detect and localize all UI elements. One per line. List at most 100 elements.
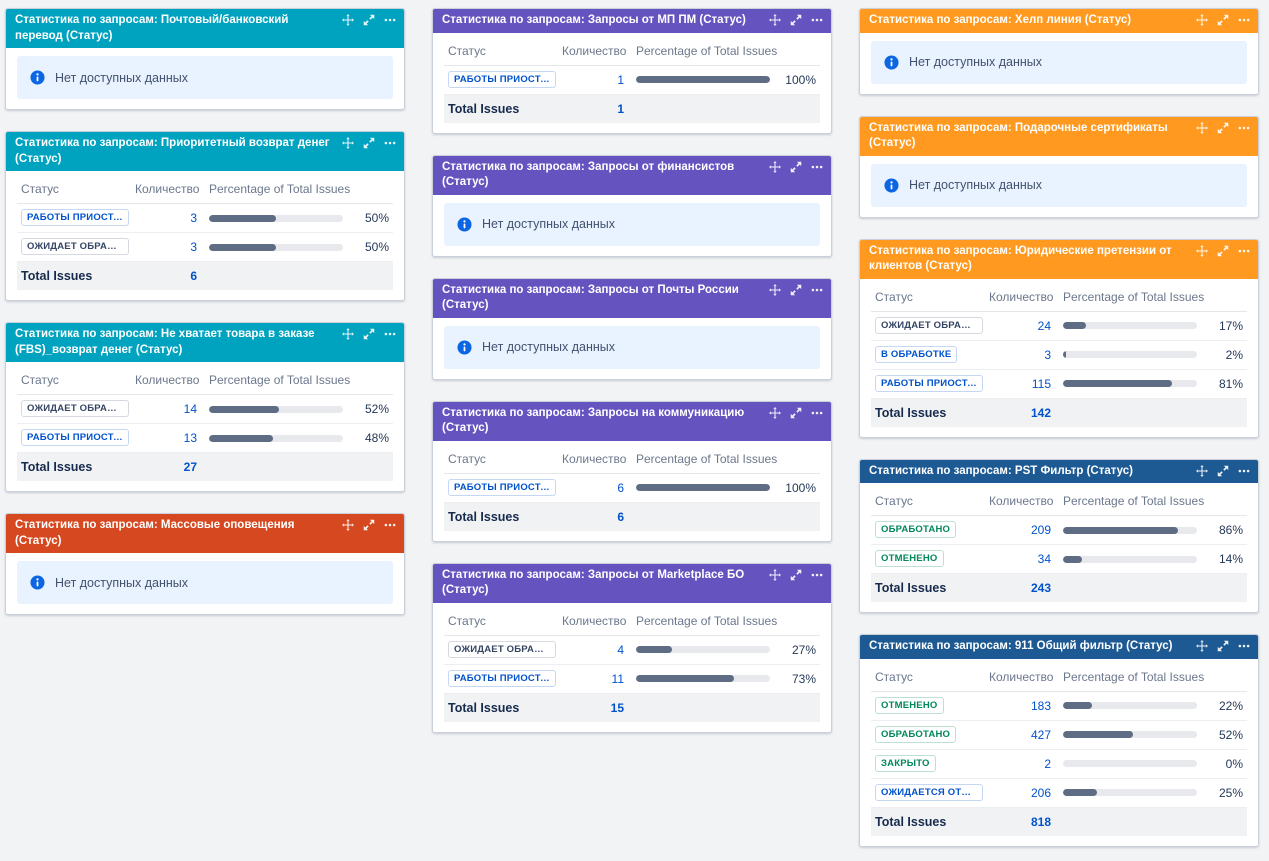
move-gadget-icon[interactable] [769, 14, 781, 26]
move-gadget-icon[interactable] [1196, 244, 1208, 257]
stat-row: В ОБРАБОТКЕ 3 2% [871, 341, 1247, 370]
gadget-menu-icon[interactable] [384, 519, 396, 531]
gadget-menu-icon[interactable] [384, 328, 396, 340]
status-lozenge[interactable]: ОТМЕНЕНО [875, 696, 944, 714]
maximize-gadget-icon[interactable] [363, 14, 375, 26]
total-issues-label: Total Issues [448, 700, 520, 715]
gadget-menu-icon[interactable] [811, 407, 823, 419]
maximize-gadget-icon[interactable] [1217, 465, 1229, 477]
issue-count-link[interactable]: 11 [611, 671, 624, 686]
move-gadget-icon[interactable] [342, 519, 354, 532]
percentage-value: 25% [1218, 785, 1243, 800]
percentage-bar [1063, 702, 1197, 710]
status-cell: РАБОТЫ ПРИОСТАНО... [448, 478, 562, 497]
move-gadget-icon[interactable] [1196, 640, 1208, 653]
percentage-bar [636, 646, 770, 654]
issue-count-link[interactable]: 14 [183, 402, 197, 417]
total-issues-count-link[interactable]: 142 [1030, 405, 1051, 420]
status-lozenge[interactable]: РАБОТЫ ПРИОСТАНО... [21, 429, 129, 447]
move-gadget-icon[interactable] [769, 283, 781, 296]
gadget-menu-icon[interactable] [1238, 465, 1250, 477]
issue-count-link[interactable]: 13 [183, 431, 197, 446]
move-gadget-icon[interactable] [342, 14, 354, 26]
issue-count-link[interactable]: 24 [1037, 318, 1051, 333]
maximize-gadget-icon[interactable] [790, 161, 802, 173]
maximize-gadget-icon[interactable] [790, 14, 802, 26]
issue-count-link[interactable]: 2 [1044, 756, 1051, 771]
move-gadget-icon[interactable] [1196, 121, 1208, 134]
move-gadget-icon[interactable] [769, 160, 781, 173]
gadget-menu-icon[interactable] [384, 137, 396, 149]
move-gadget-icon[interactable] [342, 328, 354, 341]
status-lozenge[interactable]: ОБРАБОТАНО [875, 521, 957, 539]
issue-count-link[interactable]: 3 [1044, 347, 1051, 362]
total-issues-label: Total Issues [21, 460, 93, 475]
total-issues-count-link[interactable]: 15 [610, 700, 624, 715]
gadget-menu-icon[interactable] [811, 14, 823, 26]
move-gadget-icon[interactable] [342, 137, 354, 150]
status-column-header: Статус [448, 613, 486, 628]
issue-count-link[interactable]: 34 [1037, 552, 1051, 567]
total-issues-count-link[interactable]: 6 [190, 269, 197, 284]
status-lozenge[interactable]: РАБОТЫ ПРИОСТАНО... [448, 70, 556, 88]
percentage-column-header: Percentage of Total Issues [209, 373, 389, 387]
total-issues-count-link[interactable]: 818 [1030, 814, 1051, 829]
gadget-menu-icon[interactable] [1238, 122, 1250, 134]
gadget-menu-icon[interactable] [811, 161, 823, 173]
percentage-value: 50% [364, 240, 389, 255]
maximize-gadget-icon[interactable] [790, 284, 802, 296]
move-gadget-icon[interactable] [1196, 14, 1208, 26]
maximize-gadget-icon[interactable] [363, 519, 375, 531]
gadget-menu-icon[interactable] [1238, 640, 1250, 652]
total-issues-count-link[interactable]: 243 [1030, 581, 1051, 596]
issue-count-link[interactable]: 183 [1030, 698, 1051, 713]
gadget-menu-icon[interactable] [811, 284, 823, 296]
total-issues-count-link[interactable]: 6 [617, 509, 624, 524]
maximize-gadget-icon[interactable] [790, 569, 802, 581]
maximize-gadget-icon[interactable] [790, 407, 802, 419]
total-issues-count-link[interactable]: 27 [183, 460, 197, 475]
maximize-gadget-icon[interactable] [363, 328, 375, 340]
issue-count-link[interactable]: 3 [190, 240, 197, 255]
issue-count-link[interactable]: 115 [1031, 376, 1051, 391]
status-lozenge[interactable]: В ОБРАБОТКЕ [875, 345, 958, 363]
status-lozenge[interactable]: РАБОТЫ ПРИОСТАНО... [875, 374, 983, 392]
gadget-menu-icon[interactable] [1238, 14, 1250, 26]
move-gadget-icon[interactable] [1196, 464, 1208, 477]
gadget-menu-icon[interactable] [384, 14, 396, 26]
maximize-gadget-icon[interactable] [1217, 122, 1229, 134]
status-lozenge[interactable]: ОЖИДАЕТ ОБРАБОТКИ [21, 400, 129, 418]
status-lozenge[interactable]: ЗАКРЫТО [875, 754, 936, 772]
issue-count-link[interactable]: 4 [617, 642, 624, 657]
count-column-header: Количество [135, 182, 200, 197]
move-gadget-icon[interactable] [769, 406, 781, 419]
status-lozenge[interactable]: ОТМЕНЕНО [875, 550, 944, 568]
status-lozenge[interactable]: РАБОТЫ ПРИОСТАНО... [21, 209, 129, 227]
issue-count-link[interactable]: 3 [190, 211, 197, 226]
issue-count-link[interactable]: 427 [1030, 727, 1051, 742]
gadget-menu-icon[interactable] [1238, 245, 1250, 257]
issue-count-link[interactable]: 206 [1030, 785, 1051, 800]
maximize-gadget-icon[interactable] [1217, 14, 1229, 26]
status-lozenge[interactable]: ОЖИДАЕТСЯ ОТВЕТ П... [875, 783, 983, 801]
maximize-gadget-icon[interactable] [363, 137, 375, 149]
total-issues-count-link[interactable]: 1 [617, 101, 624, 116]
status-lozenge[interactable]: РАБОТЫ ПРИОСТАНО... [448, 669, 556, 687]
move-gadget-icon[interactable] [769, 568, 781, 581]
status-lozenge[interactable]: РАБОТЫ ПРИОСТАНО... [448, 478, 556, 496]
status-lozenge[interactable]: ОЖИДАЕТ ОБРАБОТКИ [21, 238, 129, 256]
issue-count-link[interactable]: 1 [617, 72, 624, 87]
info-icon [884, 54, 899, 70]
maximize-gadget-icon[interactable] [1217, 245, 1229, 257]
issue-count-link[interactable]: 6 [617, 480, 624, 495]
gadget-menu-icon[interactable] [811, 569, 823, 581]
status-lozenge[interactable]: ОЖИДАЕТ ОБРАБОТКИ [448, 640, 556, 658]
percentage-meter: 52% [209, 402, 389, 416]
percentage-column-header: Percentage of Total Issues [1063, 670, 1243, 684]
maximize-gadget-icon[interactable] [1217, 640, 1229, 652]
issue-count-link[interactable]: 209 [1030, 523, 1051, 538]
count-column-header: Количество [562, 613, 627, 628]
status-lozenge[interactable]: ОБРАБОТАНО [875, 725, 957, 743]
gadget: Статистика по запросам: Запросы от финан… [432, 154, 832, 257]
status-lozenge[interactable]: ОЖИДАЕТ ОБРАБОТКИ [875, 316, 983, 334]
